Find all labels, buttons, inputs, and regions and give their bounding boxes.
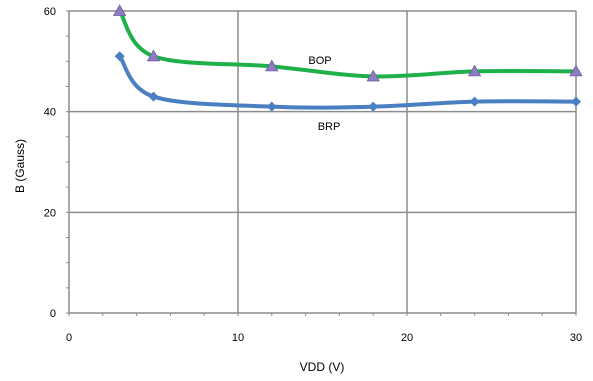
series-lines — [117, 9, 578, 110]
marker-bop-5 — [569, 64, 583, 77]
marker-brp-1 — [148, 91, 159, 102]
y-tick-label-2: 40 — [44, 107, 56, 119]
minor-ticks — [66, 10, 577, 316]
x-tick-label-1: 10 — [232, 332, 244, 344]
x-axis-title: VDD (V) — [300, 360, 345, 374]
marker-brp-0 — [114, 51, 125, 62]
y-tick-label-3: 60 — [44, 6, 56, 18]
x-tick-label-3: 30 — [570, 332, 582, 344]
marker-brp-4 — [469, 96, 480, 107]
marker-bop-2 — [265, 59, 279, 72]
x-tick-label-2: 20 — [401, 332, 413, 344]
y-tick-label-0: 0 — [50, 308, 56, 320]
tick-labels: 0 10 20 30 0 20 40 60 — [44, 6, 582, 344]
marker-bop-3 — [366, 69, 380, 82]
grid — [68, 10, 577, 314]
x-tick-label-0: 0 — [66, 332, 72, 344]
marker-brp-2 — [266, 101, 277, 112]
y-tick-label-1: 20 — [44, 207, 56, 219]
series-label-bop: BOP — [308, 55, 331, 67]
marker-bop-4 — [467, 64, 482, 77]
y-axis-title: B (Gauss) — [13, 139, 27, 193]
marker-bop-1 — [146, 49, 161, 62]
marker-bop-0 — [113, 4, 127, 16]
series-label-brp: BRP — [318, 121, 341, 133]
marker-brp-5 — [571, 96, 581, 107]
series-line-bop — [117, 9, 578, 79]
marker-brp-3 — [368, 101, 379, 112]
markers — [113, 4, 583, 112]
